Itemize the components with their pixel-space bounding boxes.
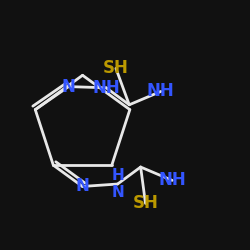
Text: SH: SH [132, 194, 158, 212]
Text: NH: NH [147, 82, 175, 100]
Text: SH: SH [103, 60, 129, 78]
Text: NH: NH [92, 79, 120, 97]
Text: N: N [76, 178, 89, 196]
Text: H
N: H N [111, 168, 124, 200]
Text: NH: NH [158, 172, 186, 190]
Text: N: N [62, 78, 76, 96]
